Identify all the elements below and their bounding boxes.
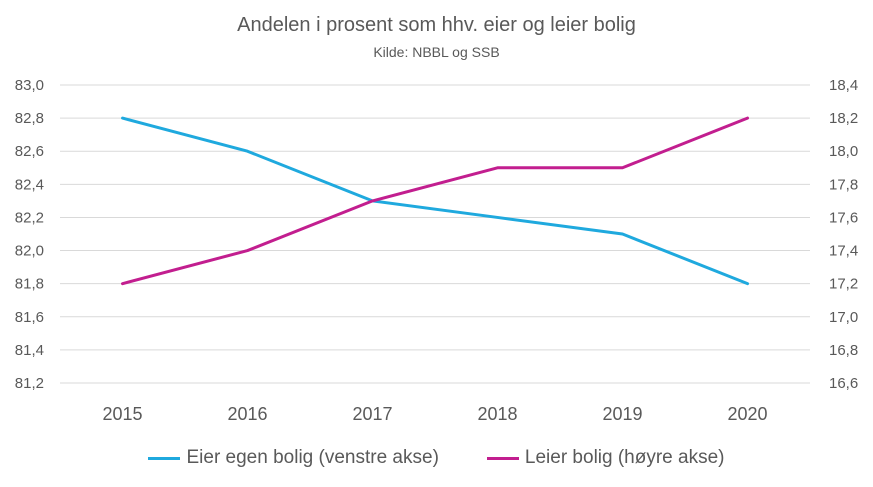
y-left-tick-label: 81,4 [15, 342, 44, 359]
y-right-tick-label: 16,6 [829, 375, 858, 392]
y-right-tick-label: 17,8 [829, 176, 858, 193]
y-left-tick-label: 82,2 [15, 209, 44, 226]
x-tick-label: 2018 [477, 404, 517, 424]
y-right-tick-label: 17,6 [829, 209, 858, 226]
x-tick-label: 2016 [227, 404, 267, 424]
series-line-eier [121, 116, 749, 286]
y-left-tick-label: 82,6 [15, 143, 44, 160]
legend-item-leier: Leier bolig (høyre akse) [486, 447, 725, 469]
y-left-tick-label: 81,2 [15, 375, 44, 392]
y-left-tick-label: 81,8 [15, 276, 44, 293]
legend-swatch-eier [148, 456, 181, 460]
legend-label-leier: Leier bolig (høyre akse) [524, 447, 725, 468]
legend-item-eier: Eier egen bolig (venstre akse) [148, 447, 439, 469]
y-right-tick-label: 17,2 [829, 276, 858, 293]
y-left-tick-label: 82,0 [15, 243, 44, 260]
y-left-tick-label: 83,0 [15, 77, 44, 94]
x-tick-label: 2020 [727, 404, 767, 424]
y-right-tick-label: 18,2 [829, 110, 858, 127]
y-right-tick-label: 18,4 [829, 77, 858, 94]
legend: Eier egen bolig (venstre akse) Leier bol… [0, 447, 873, 469]
y-left-tick-label: 82,4 [15, 176, 44, 193]
legend-swatch-leier [486, 456, 519, 460]
legend-label-eier: Eier egen bolig (venstre akse) [186, 447, 439, 468]
y-right-tick-label: 17,0 [829, 309, 858, 326]
chart-subtitle: Kilde: NBBL og SSB [373, 44, 500, 60]
chart-title: Andelen i prosent som hhv. eier og leier… [237, 14, 636, 36]
y-right-tick-label: 16,8 [829, 342, 858, 359]
x-tick-label: 2017 [352, 404, 392, 424]
x-tick-label: 2019 [602, 404, 642, 424]
x-tick-label: 2015 [102, 404, 142, 424]
y-right-tick-label: 17,4 [829, 243, 858, 260]
series-line-leier [121, 116, 749, 286]
y-left-tick-label: 81,6 [15, 309, 44, 326]
y-left-tick-label: 82,8 [15, 110, 44, 127]
y-right-tick-label: 18,0 [829, 143, 858, 160]
